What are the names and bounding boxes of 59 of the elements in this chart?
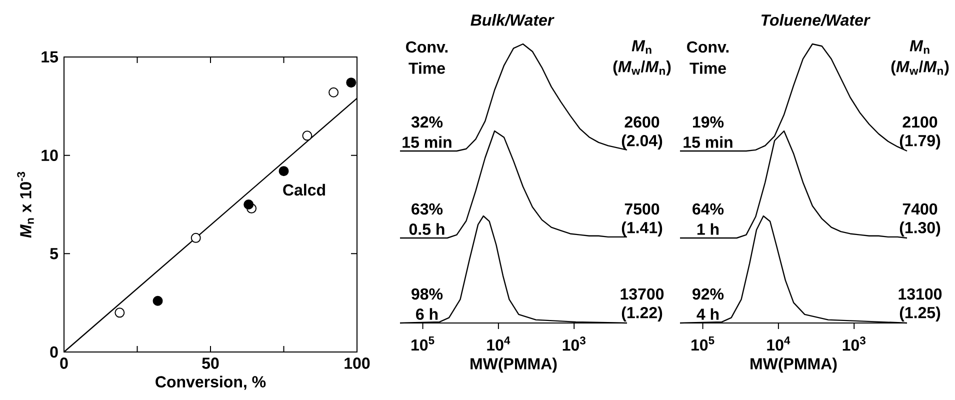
x-axis-title: MW(PMMA) — [750, 358, 837, 373]
x-tick-label: 10$^{5}$ — [692, 336, 714, 351]
annotation: 63% — [412, 203, 443, 215]
y-tick-label: 10 — [42, 150, 58, 161]
x-tick-label: 10$^{4}$ — [767, 336, 790, 351]
annotation: 64% — [692, 203, 724, 215]
point — [244, 200, 254, 210]
x-tick-label: 100 — [344, 358, 370, 369]
point — [114, 308, 125, 318]
x-tick-label: 10$^{3}$ — [842, 336, 866, 351]
annotation: Conv. — [406, 41, 448, 53]
annotation: 6 h — [416, 308, 438, 320]
annotation: (M$_{w}$/M$_{n}$) — [613, 60, 671, 76]
annotation: (M$_{w}$/M$_{n}$) — [891, 60, 949, 76]
annotation: 7500 — [624, 203, 660, 215]
annotation: 13700 — [620, 288, 664, 300]
annotation: (1.25) — [900, 306, 940, 322]
annotation: 13100 — [898, 288, 942, 300]
annotation: 0.5 h — [409, 223, 444, 235]
point — [278, 166, 289, 176]
point — [328, 87, 339, 98]
annotation: 15 min — [402, 136, 452, 148]
annotation: 98% — [412, 288, 443, 300]
annotation: 2100 — [902, 116, 938, 128]
annotation: Conv. — [687, 41, 729, 53]
annotation: 7400 — [902, 203, 938, 215]
x-axis-title: Conversion, % — [156, 376, 266, 390]
point — [302, 130, 312, 141]
chart-title: Toluene/Water — [761, 14, 870, 26]
annotation: 92% — [692, 288, 724, 300]
x-tick-label: 50 — [202, 358, 219, 369]
annotation: Time — [690, 62, 726, 74]
annotation: (1.22) — [622, 306, 662, 322]
annotation: (1.30) — [900, 222, 940, 236]
point — [190, 232, 201, 243]
chart-title: Bulk/Water — [470, 14, 554, 26]
annotation: 1 h — [697, 223, 719, 235]
annotation: (1.41) — [622, 222, 662, 236]
point — [152, 296, 163, 306]
annotation: Calcd — [283, 184, 325, 196]
point — [346, 78, 356, 88]
annotation: (1.79) — [900, 134, 940, 150]
x-tick-label: 10$^{3}$ — [562, 336, 586, 351]
y-axis-title: M$_{n}$ x 10$^{-3}$ — [17, 172, 34, 238]
x-tick-label: 10$^{4}$ — [487, 336, 510, 351]
annotation: 2600 — [624, 116, 660, 128]
annotation: M$_{n}$ — [910, 40, 930, 54]
annotation: Time — [408, 62, 445, 74]
x-axis-title: MW(PMMA) — [470, 358, 557, 373]
x-tick-label: 10$^{5}$ — [412, 336, 434, 351]
annotation: 15 min — [684, 136, 732, 148]
annotation: (2.04) — [622, 134, 662, 150]
text: M$_{n}$ — [632, 40, 652, 54]
y-tick-label: 5 — [50, 248, 58, 260]
x-tick-label: 0 — [60, 358, 68, 369]
annotation: 19% — [693, 116, 724, 128]
y-tick-label: 15 — [42, 51, 58, 63]
annotation: 4 h — [696, 308, 719, 320]
annotation: 32% — [411, 116, 443, 128]
